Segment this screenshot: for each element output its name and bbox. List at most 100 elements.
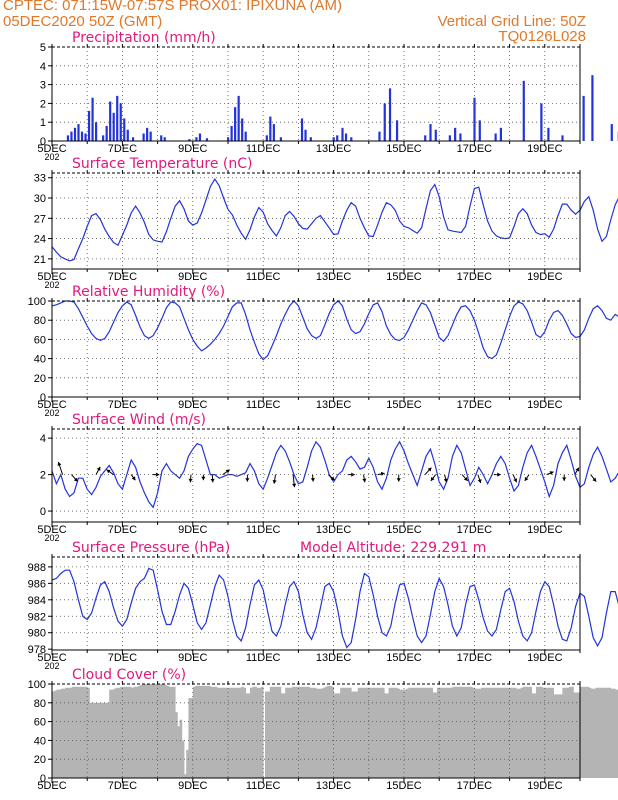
wind-vector-head (106, 469, 111, 474)
cloud-bar (478, 688, 482, 778)
cloud-bar (129, 686, 132, 778)
cloud-bar (597, 687, 601, 778)
cloud-bar (245, 693, 249, 778)
precip-bar (149, 131, 152, 141)
cloud-bar (575, 692, 579, 778)
y-tick-label: 27 (34, 213, 46, 225)
cloud-bar (76, 686, 79, 778)
cloud-bar (217, 687, 220, 778)
cloud-bar (65, 687, 68, 778)
cloud-bar (593, 688, 596, 778)
cloud-bar (230, 687, 233, 778)
cloud-bar (507, 687, 510, 778)
wind-vector-head (513, 478, 518, 483)
cloud-bar (272, 686, 275, 778)
precip-bar (70, 131, 73, 141)
precip-bar (109, 101, 112, 141)
cloud-bar (591, 688, 594, 778)
cloud-bar (89, 702, 92, 778)
x-tick-label: 13DEC (316, 271, 352, 283)
y-tick-label: 40 (34, 735, 46, 747)
cloud-bar (377, 687, 381, 778)
cloud-bar (338, 693, 341, 778)
cloud-bar (454, 686, 458, 778)
cloud-bar (452, 686, 455, 778)
cloud-bar (564, 687, 568, 778)
cloud-bar (549, 687, 552, 778)
precip-bar (591, 75, 594, 141)
cloud-bar (419, 687, 422, 778)
wind-vector-head (396, 478, 401, 482)
y-tick-label: 0 (40, 773, 46, 785)
cloud-bar (93, 702, 97, 778)
wind-vector-head (575, 467, 579, 472)
cloud-bar (256, 687, 260, 778)
cloud-bar (56, 689, 59, 778)
y-tick-label: 2 (40, 470, 46, 482)
cloud-bar (492, 687, 495, 778)
cloud-bar (588, 687, 592, 778)
x-tick-label: 17DEC (457, 652, 493, 664)
precip-bar (237, 95, 240, 141)
precip-bar (478, 120, 481, 141)
cloud-bar (397, 688, 400, 778)
y-tick-label: 60 (34, 334, 46, 346)
x-tick-label: 13DEC (316, 143, 352, 155)
cloud-bar (450, 687, 453, 778)
cloud-bar (298, 686, 301, 778)
x-tick-label: 9DEC (178, 143, 207, 155)
cloud-bar (426, 687, 429, 778)
cloud-bar (610, 688, 614, 778)
cloud-bar (111, 689, 114, 778)
cloud-bar (322, 687, 326, 778)
wind-vector-head (427, 467, 432, 472)
precip-bar (116, 95, 119, 141)
cloud-bar (406, 688, 409, 778)
cloud-bar (67, 687, 70, 778)
cloud-bar (252, 686, 255, 778)
wind-vector-head (430, 476, 435, 481)
cloud-bar (186, 749, 189, 778)
cloud-bar (505, 687, 508, 778)
precip-bar (142, 133, 145, 141)
cloud-bar (188, 698, 191, 778)
cloud-bar (131, 687, 134, 778)
x-tick-label: 5DEC (37, 399, 66, 411)
y-tick-label: 80 (34, 698, 46, 710)
x-tick-label: 19DEC (527, 143, 563, 155)
cloud-bar (373, 687, 376, 778)
precip-bar (350, 137, 353, 141)
wind-vector-head (497, 472, 501, 477)
x-tick-label: 5DEC (37, 271, 66, 283)
cloud-bar (199, 685, 202, 778)
x-year-label: 202 (44, 152, 59, 162)
panel-title: Surface Pressure (hPa) (72, 540, 230, 556)
cloud-bar (401, 689, 405, 778)
cloud-bar (531, 693, 535, 778)
cloud-bar (384, 693, 387, 778)
cloud-bar (441, 687, 444, 778)
cloud-bar (250, 687, 253, 778)
x-tick-label: 17DEC (457, 143, 493, 155)
precip-bar (499, 127, 502, 141)
y-tick-label: 40 (34, 354, 46, 366)
cloud-bar (265, 691, 268, 778)
cloud-bar (404, 689, 407, 778)
cloud-bar (364, 687, 367, 778)
wind-vector-head (443, 478, 448, 483)
cloud-bar (540, 686, 543, 778)
cloud-bar (388, 687, 392, 778)
precip-bar (395, 120, 399, 141)
cloud-bar (525, 686, 528, 778)
cloud-bar (485, 687, 488, 778)
precip-bar (582, 95, 585, 141)
wind-vector-head (188, 478, 193, 483)
x-tick-label: 9DEC (178, 271, 207, 283)
cloud-bar (434, 692, 438, 778)
cloud-bar (353, 691, 356, 778)
cloud-bar (340, 687, 343, 778)
series-line (51, 567, 618, 649)
precip-bar (87, 110, 91, 141)
cloud-bar (267, 691, 271, 778)
cloud-bar (595, 687, 598, 778)
